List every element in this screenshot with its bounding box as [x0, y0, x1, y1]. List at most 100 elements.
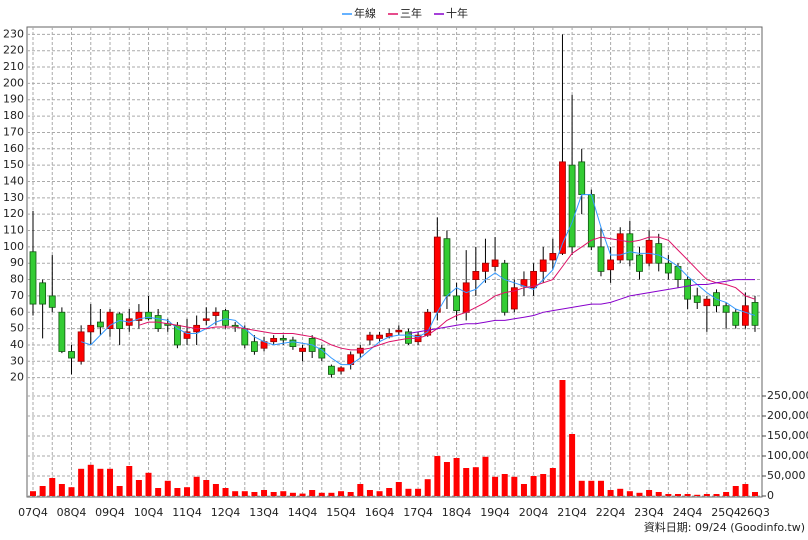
candle-body	[636, 254, 643, 272]
candle-body	[433, 236, 441, 313]
volume-bar	[732, 486, 739, 496]
volume-bar	[289, 492, 296, 496]
volume-bar	[559, 380, 566, 496]
candle-body	[376, 334, 383, 339]
y-tick-label: 200	[3, 76, 24, 89]
volume-bar	[655, 492, 662, 496]
volume-bar	[39, 486, 46, 496]
volume-bar	[453, 458, 460, 496]
candle-body	[530, 270, 537, 289]
x-tick-label: 24Q4	[673, 506, 703, 519]
candle-body	[453, 295, 460, 312]
y2-tick-label: 150,000	[767, 429, 808, 442]
candle-body	[279, 338, 287, 341]
volume-bar	[366, 490, 373, 496]
y2-tick-label: 0	[767, 489, 774, 502]
candle-body	[48, 295, 56, 308]
volume-bar	[569, 434, 576, 496]
y-tick-label: 160	[3, 142, 24, 155]
candle-body	[356, 347, 364, 354]
volume-bar	[145, 472, 152, 496]
y-tick-label: 90	[10, 256, 24, 269]
volume-bar	[617, 488, 624, 496]
y-tick-label: 40	[10, 338, 24, 351]
candle-body	[539, 259, 547, 272]
volume-bar	[232, 491, 239, 496]
y-tick-label: 80	[10, 273, 24, 286]
y-tick-label: 120	[3, 207, 24, 220]
candle-body	[693, 295, 701, 303]
candle-body	[270, 338, 278, 343]
candle-body	[405, 331, 412, 344]
volume-bar	[328, 492, 335, 496]
candle-body	[395, 329, 403, 333]
x-tick-label: 10Q4	[134, 506, 164, 519]
volume-bar	[636, 492, 643, 496]
volume-bar	[212, 484, 219, 496]
x-tick-label: 25Q4	[711, 506, 741, 519]
x-tick-label: 16Q4	[365, 506, 395, 519]
y-tick-label: 220	[3, 44, 24, 57]
y-tick-label: 190	[3, 93, 24, 106]
x-tick-label: 26Q3	[740, 506, 770, 519]
ma-line	[80, 194, 756, 366]
candle-body	[655, 243, 663, 264]
candle-body	[462, 282, 470, 313]
volume-bar	[684, 494, 691, 496]
candle-body	[607, 259, 614, 271]
candle-body	[251, 341, 258, 352]
volume-bar	[665, 494, 672, 496]
x-tick-label: 15Q4	[326, 506, 356, 519]
candle-body	[145, 311, 152, 320]
candle-body	[299, 347, 306, 352]
volume-bar	[184, 487, 191, 496]
volume-bar	[338, 491, 345, 496]
y-tick-label: 210	[3, 60, 24, 73]
volume-bar	[68, 487, 75, 496]
candle-body	[87, 324, 95, 333]
candle-body	[626, 233, 634, 261]
volume-bar	[155, 488, 162, 496]
volume-bar	[405, 488, 412, 496]
y-tick-label: 30	[10, 354, 24, 367]
volume-bar	[261, 490, 268, 496]
y-tick-label: 110	[3, 224, 24, 237]
volume-bar	[318, 492, 325, 496]
ma-line	[408, 279, 755, 334]
volume-bar	[347, 492, 354, 496]
y-tick-label: 100	[3, 240, 24, 253]
volume-bar	[742, 484, 749, 496]
volume-bar	[193, 476, 200, 496]
candle-body	[106, 311, 114, 330]
volume-bar	[251, 492, 258, 496]
volume-bar	[463, 468, 470, 496]
x-tick-label: 19Q4	[480, 506, 510, 519]
volume-bar	[434, 456, 441, 496]
candle-body	[491, 259, 499, 267]
volume-bar	[511, 476, 518, 496]
candle-body	[289, 339, 297, 347]
y-tick-label: 140	[3, 174, 24, 187]
candle-body	[645, 239, 653, 264]
x-tick-label: 17Q4	[403, 506, 433, 519]
volume-bar	[626, 491, 633, 496]
volume-bar	[482, 456, 489, 496]
candle-body	[472, 270, 480, 280]
volume-bar	[49, 478, 56, 496]
volume-bar	[752, 492, 758, 496]
volume-bar	[472, 467, 479, 496]
candle-body	[212, 311, 220, 316]
volume-bar	[520, 484, 527, 496]
legend-label: 三年	[400, 6, 422, 20]
candle-body	[501, 262, 509, 313]
candle-body	[664, 262, 672, 274]
volume-bar	[270, 492, 277, 496]
candle-body	[39, 282, 47, 305]
candle-body	[202, 318, 210, 321]
x-tick-label: 14Q4	[288, 506, 318, 519]
volume-bar	[415, 488, 422, 496]
candle-body	[443, 238, 451, 297]
x-tick-label: 23Q4	[634, 506, 664, 519]
y-tick-label: 50	[10, 322, 24, 335]
